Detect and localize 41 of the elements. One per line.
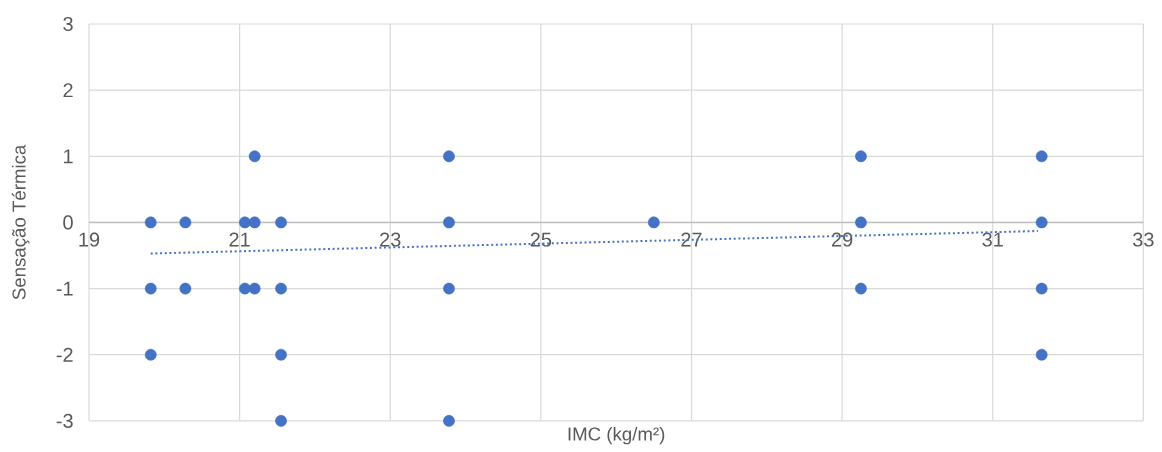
- point: [1035, 216, 1048, 229]
- x-tick-label: 23: [380, 232, 401, 247]
- point: [275, 282, 287, 295]
- point: [144, 282, 157, 295]
- y-axis-title: Sensação Térmica: [11, 144, 30, 300]
- y-tick-label: 3: [63, 16, 73, 32]
- point: [443, 150, 455, 163]
- point: [179, 216, 192, 229]
- x-tick-label: 31: [982, 232, 1003, 247]
- y-tick-label: 2: [63, 83, 73, 98]
- point: [1035, 282, 1048, 295]
- x-tick-label: 33: [1132, 232, 1154, 247]
- point: [248, 150, 261, 163]
- point: [179, 282, 192, 295]
- point: [855, 216, 867, 229]
- x-tick-label: 29: [831, 232, 853, 247]
- point: [275, 216, 287, 229]
- point: [144, 216, 157, 229]
- point: [647, 216, 660, 229]
- x-tick-label: 25: [530, 232, 552, 247]
- point: [443, 415, 455, 427]
- y-tick-label: 0: [63, 215, 73, 230]
- y-tick-label: -3: [56, 413, 73, 428]
- point: [1035, 348, 1048, 361]
- point: [443, 282, 455, 295]
- point: [443, 216, 455, 229]
- point: [275, 415, 287, 427]
- x-axis-title: IMC (kg/m²): [568, 426, 665, 445]
- point: [855, 150, 867, 163]
- point: [144, 348, 157, 361]
- x-tick-label: 19: [79, 232, 100, 247]
- y-tick-label: -2: [56, 347, 73, 362]
- point: [248, 216, 261, 229]
- point: [1035, 150, 1048, 163]
- point: [855, 282, 867, 295]
- x-tick-label: 21: [229, 232, 250, 247]
- point: [248, 282, 261, 295]
- y-tick-label: -1: [56, 281, 73, 296]
- y-tick-label: 1: [64, 149, 73, 164]
- x-tick-label: 27: [681, 232, 702, 247]
- point: [275, 348, 287, 361]
